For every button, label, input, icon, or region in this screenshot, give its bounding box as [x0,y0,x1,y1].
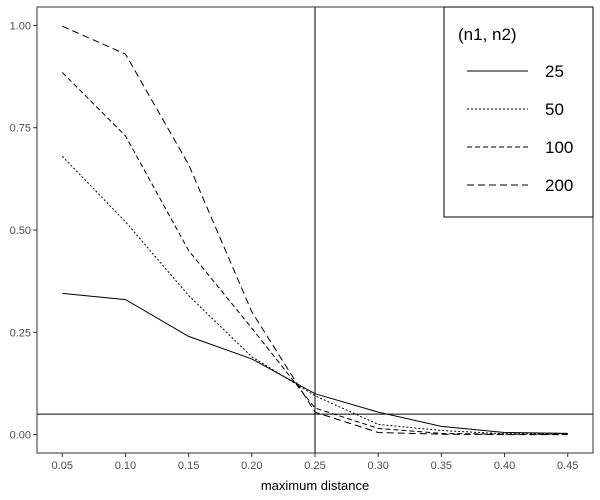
legend-label-25: 25 [545,62,564,81]
x-tick-label: 0.30 [367,460,388,472]
x-tick-label: 0.20 [241,460,262,472]
y-tick-label: 0.00 [10,430,31,442]
y-tick-label: 0.75 [10,123,31,135]
series-line-50 [61,155,568,435]
x-tick-label: 0.15 [178,460,199,472]
x-axis-title: maximum distance [261,478,369,493]
x-tick-label: 0.45 [557,460,578,472]
x-axis: 0.05 0.10 0.15 0.20 0.25 0.30 0.35 0.40 0.45 [52,453,578,472]
legend: (n1, n2) 25 50 100 200 [443,6,594,218]
legend-box [443,6,594,218]
x-tick-label: 0.35 [431,460,452,472]
legend-label-50: 50 [545,100,564,119]
legend-label-100: 100 [545,138,573,157]
x-tick-label: 0.40 [494,460,515,472]
x-tick-label: 0.10 [115,460,136,472]
y-tick-label: 0.50 [10,225,31,237]
y-tick-label: 1.00 [10,20,31,32]
reference-lines [37,7,593,453]
legend-label-200: 200 [545,176,573,195]
y-axis: 0.00 0.25 0.50 0.75 1.00 [10,20,37,442]
series-line-100 [61,72,568,435]
x-tick-label: 0.25 [304,460,325,472]
x-tick-label: 0.05 [52,460,73,472]
legend-title: (n1, n2) [458,25,517,44]
y-tick-label: 0.25 [10,327,31,339]
